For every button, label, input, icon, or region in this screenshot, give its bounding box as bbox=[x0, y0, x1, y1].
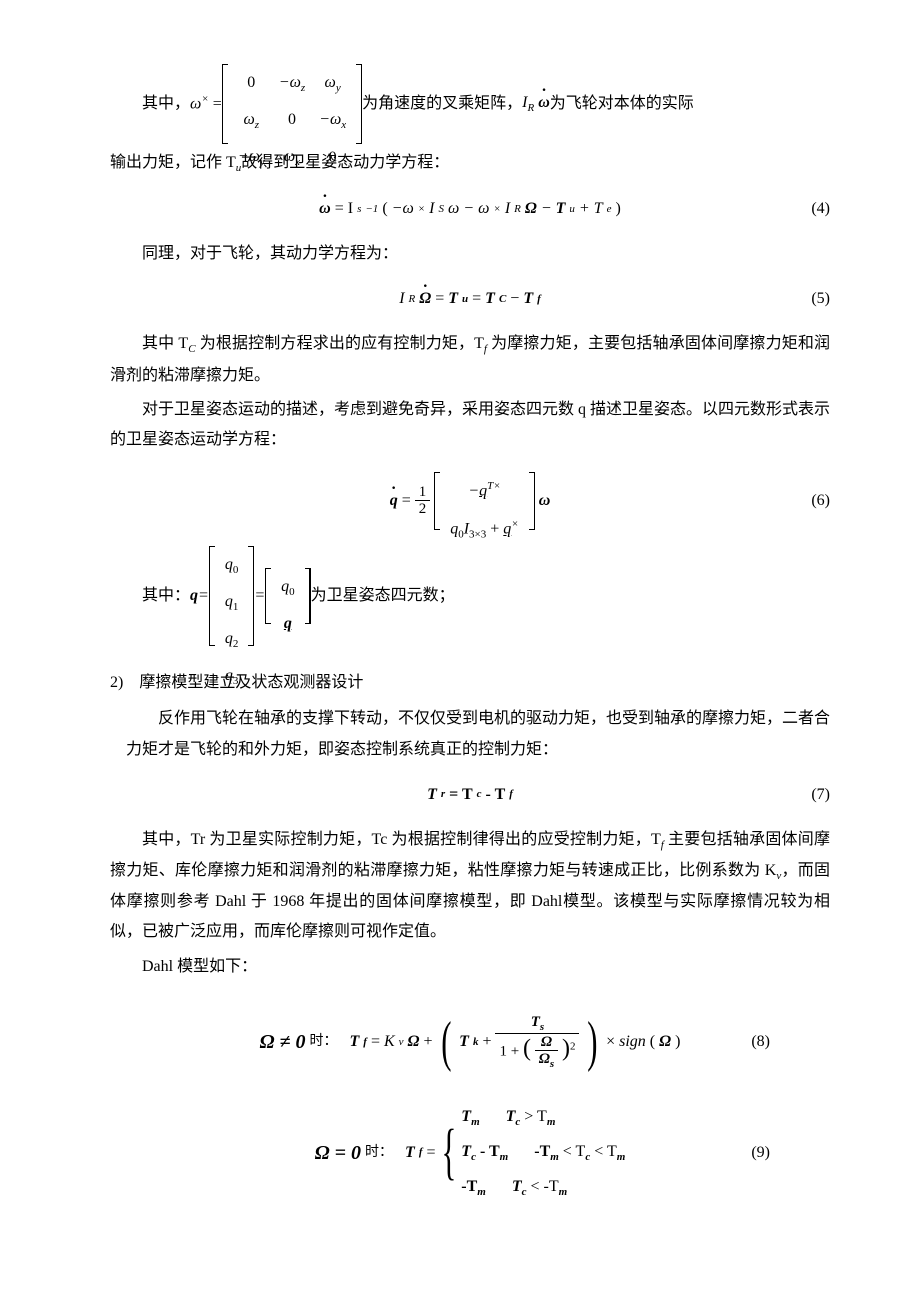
para-tc-tf: 其中 TC 为根据控制方程求出的应有控制力矩，Tf 为摩擦力矩，主要包括轴承固体… bbox=[110, 329, 830, 390]
cross-matrix: 0−ωzωy ωz0−ωx −ωyωx0 bbox=[222, 64, 362, 144]
section-2-heading: 2) 摩擦模型建立及状态观测器设计 bbox=[110, 668, 830, 698]
eq-number: (5) bbox=[811, 284, 830, 314]
eq-number: (8) bbox=[751, 1027, 770, 1057]
para-output-torque: 输出力矩，记作 Tu故得到卫星姿态动力学方程： bbox=[110, 148, 830, 179]
text: 为飞轮对本体的实际 bbox=[550, 89, 694, 119]
text: 其中， bbox=[142, 89, 190, 119]
para-q-def: 其中： q = q0 q1 q2 q3 = q0 q 为卫星姿态四元数； bbox=[142, 546, 830, 646]
para-omega-cross-def: 其中， ω× = 0−ωzωy ωz0−ωx −ωyωx0 为角速度的叉乘矩阵，… bbox=[142, 64, 830, 144]
equation-6: q = 12 −qT× q0I3×3 + q× ω (6) bbox=[110, 466, 830, 536]
eq-number: (7) bbox=[811, 780, 830, 810]
para-dahl-intro: Dahl 模型如下： bbox=[110, 952, 830, 982]
equation-9: Ω = 0 时： Tf = { Tm Tc > Tm Tc - Tm -Tm <… bbox=[110, 1102, 830, 1203]
equation-8: Ω ≠ 0 时： Tf = KvΩ + ( Tk + Ts 1 + ( Ω Ωs… bbox=[110, 992, 830, 1092]
text: 为角速度的叉乘矩阵， bbox=[362, 89, 522, 119]
equation-4: ω = Is−1 (−ω× IS ω − ω× IR Ω − Tu + Te) … bbox=[110, 189, 830, 229]
para-quaternion-intro: 对于卫星姿态运动的描述，考虑到避免奇异，采用姿态四元数 q 描述卫星姿态。以四元… bbox=[110, 395, 830, 456]
IR-omega-dot: IR ω bbox=[522, 88, 550, 119]
para-sec2-intro: 反作用飞轮在轴承的支撑下转动，不仅仅受到电机的驱动力矩，也受到轴承的摩擦力矩，二… bbox=[126, 704, 830, 765]
eq-number: (4) bbox=[811, 194, 830, 224]
para-flywheel-intro: 同理，对于飞轮，其动力学方程为： bbox=[110, 239, 830, 269]
equation-5: IR Ω = Tu = TC − Tf (5) bbox=[110, 279, 830, 319]
equation-7: Tr = Tc - Tf (7) bbox=[110, 775, 830, 815]
para-tr-desc: 其中，Tr 为卫星实际控制力矩，Tc 为根据控制律得出的应受控制力矩，Tf 主要… bbox=[110, 825, 830, 948]
omega-cross: ω× = bbox=[190, 89, 222, 120]
eq-number: (9) bbox=[751, 1138, 770, 1168]
eq-number: (6) bbox=[811, 486, 830, 516]
